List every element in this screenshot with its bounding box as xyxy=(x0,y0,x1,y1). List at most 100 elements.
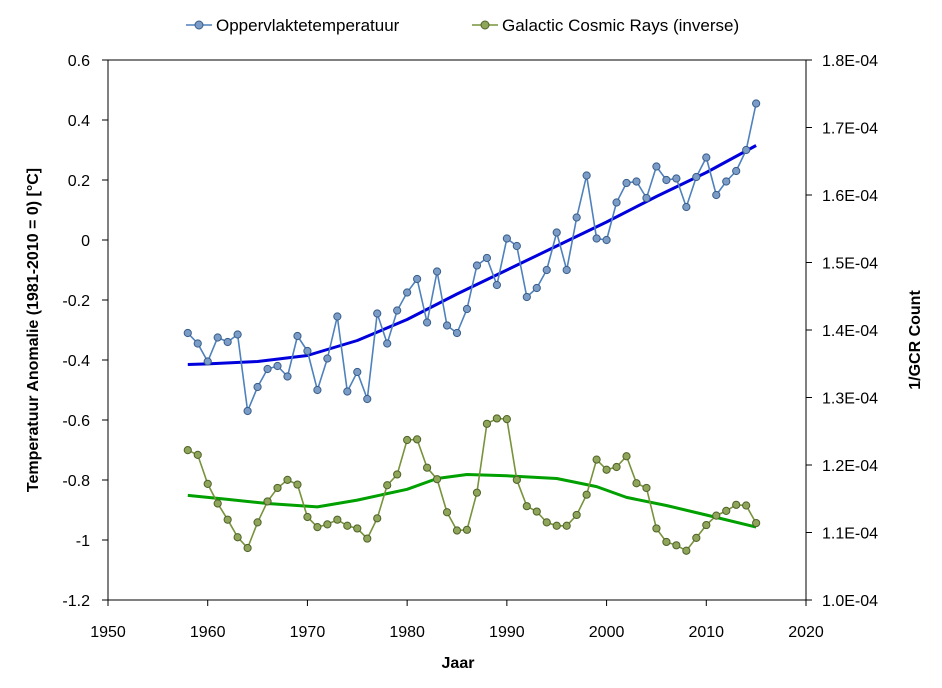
temperature-point xyxy=(323,354,332,363)
gcr-point xyxy=(752,518,761,528)
gcr-point xyxy=(243,543,252,553)
temperature-point xyxy=(233,330,242,339)
temperature-point xyxy=(373,309,382,318)
x-tick-label: 1980 xyxy=(389,624,425,641)
temperature-point xyxy=(363,394,372,404)
gcr-point xyxy=(333,515,342,524)
gcr-point xyxy=(692,533,701,543)
gcr-point xyxy=(492,414,501,423)
gcr-point xyxy=(632,479,641,488)
gcr-point xyxy=(193,450,202,459)
gcr-point xyxy=(512,475,521,484)
gcr-point xyxy=(293,480,302,489)
legend-temp-label: Oppervlaktetemperatuur xyxy=(216,16,400,35)
x-tick-label: 1950 xyxy=(90,624,126,641)
gcr-point xyxy=(273,483,282,493)
gcr-point xyxy=(552,521,561,530)
y-left-tick-label: -1 xyxy=(76,533,90,550)
y-left-tick-label: 0 xyxy=(81,233,90,250)
x-tick-label: 2020 xyxy=(788,624,824,641)
temperature-point xyxy=(353,367,362,377)
x-tick-label: 2000 xyxy=(589,624,625,641)
gcr-point xyxy=(642,483,651,493)
temperature-point xyxy=(403,288,412,297)
temperature-point xyxy=(383,339,392,348)
temperature-point xyxy=(313,385,322,395)
gcr-point xyxy=(253,518,262,527)
temperature-point xyxy=(293,331,302,341)
gcr-point xyxy=(532,507,541,516)
axis-ticks: 1950 1960 1970 1980 1990 2000 2010 2020 0.6 0.4 0.… xyxy=(62,53,878,641)
temperature-point xyxy=(582,171,591,180)
temperature-point xyxy=(343,387,352,396)
temperature-point xyxy=(263,364,272,374)
gcr-point xyxy=(373,514,382,523)
y-right-tick-label: 1.8E-04 xyxy=(822,53,878,70)
gcr-point xyxy=(213,499,222,508)
gcr-point xyxy=(203,479,212,488)
y-right-tick-label: 1.5E-04 xyxy=(822,256,878,273)
temperature-point xyxy=(502,234,511,243)
gcr-point xyxy=(502,415,511,424)
temperature-point xyxy=(642,193,651,203)
y-left-tick-label: 0.4 xyxy=(68,113,90,130)
temperature-point xyxy=(472,261,482,270)
temperature-point xyxy=(592,234,601,243)
temperature-point xyxy=(752,99,761,108)
temperature-point xyxy=(183,328,192,338)
y-left-axis-title: Temperatuur Anomalie (1981-2010 = 0) [°C… xyxy=(25,168,42,492)
temperature-point xyxy=(652,162,661,171)
y-left-tick-label: -0.6 xyxy=(62,413,90,430)
gcr-point xyxy=(592,455,601,464)
temperature-point xyxy=(682,202,691,212)
y-left-tick-label: -0.2 xyxy=(62,293,90,310)
gcr-point xyxy=(303,512,312,522)
temperature-point xyxy=(562,265,571,275)
temperature-point xyxy=(422,318,432,327)
gcr-point xyxy=(183,446,192,455)
gcr-point xyxy=(652,524,661,533)
x-axis-title: Jaar xyxy=(442,655,475,672)
temperature-point xyxy=(552,228,561,237)
y-right-tick-label: 1.2E-04 xyxy=(822,458,878,475)
y-right-tick-label: 1.0E-04 xyxy=(822,593,878,610)
legend-gcr-label: Galactic Cosmic Rays (inverse) xyxy=(502,16,739,35)
temperature-point xyxy=(273,361,282,371)
gcr-point xyxy=(462,525,472,534)
gcr-point xyxy=(383,481,392,490)
gcr-point xyxy=(313,523,322,532)
gcr-point xyxy=(403,435,412,445)
plot-series xyxy=(183,99,761,555)
gcr-point xyxy=(582,490,591,499)
temperature-point xyxy=(413,274,422,284)
gcr-point xyxy=(482,419,492,428)
temperature-point xyxy=(213,333,222,342)
y-left-tick-label: -1.2 xyxy=(62,593,90,610)
y-right-axis-title: 1/GCR Count xyxy=(907,290,924,390)
temperature-point xyxy=(602,235,611,245)
y-right-tick-label: 1.6E-04 xyxy=(822,188,878,205)
gcr-point xyxy=(363,534,372,543)
temperature-point xyxy=(432,267,442,276)
temperature-point xyxy=(193,339,202,348)
gcr-point xyxy=(522,502,531,511)
temperature-point xyxy=(223,337,232,347)
y-right-tick-label: 1.4E-04 xyxy=(822,323,878,340)
x-tick-label: 1960 xyxy=(190,624,226,641)
gcr-point xyxy=(732,500,741,509)
gcr-point xyxy=(422,463,432,472)
temperature-point xyxy=(732,166,741,176)
gcr-point xyxy=(572,510,581,520)
gcr-point xyxy=(562,521,571,530)
temperature-point xyxy=(492,280,501,290)
gcr-point xyxy=(622,452,631,461)
gcr-point xyxy=(702,520,711,530)
temperature-point xyxy=(692,172,701,182)
temperature-point xyxy=(253,382,262,392)
gcr-point xyxy=(442,508,452,517)
temperature-point xyxy=(393,306,402,315)
gcr-point xyxy=(432,475,442,484)
y-left-tick-label: 0.2 xyxy=(68,173,90,190)
temperature-point xyxy=(702,153,711,162)
